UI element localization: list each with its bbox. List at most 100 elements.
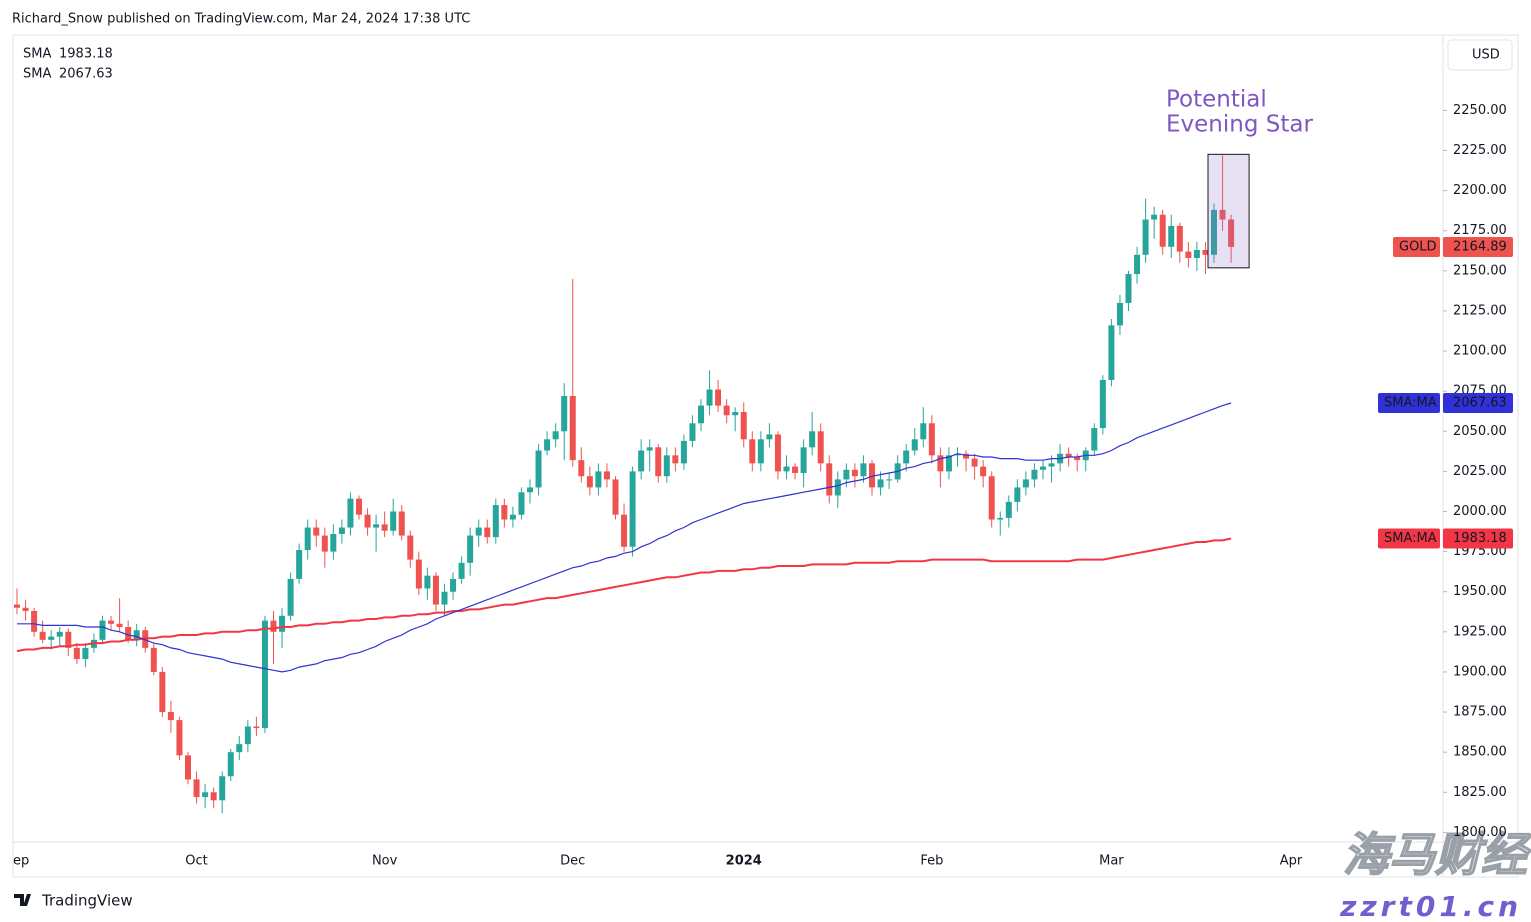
candle-body [1116, 302, 1123, 326]
candle-body [535, 450, 542, 488]
x-tick-label: Nov [372, 854, 398, 869]
candle-body [723, 405, 730, 416]
y-tick-label: 2175.00 [1453, 223, 1507, 238]
candle-body [629, 471, 636, 547]
candle-body [1040, 466, 1046, 470]
candle-body [544, 439, 551, 451]
candle-body [304, 527, 311, 551]
candle-body [997, 517, 1004, 520]
candle-body [492, 505, 499, 538]
candle-body [219, 776, 226, 801]
candle-body [552, 431, 559, 440]
candle-body [869, 463, 875, 488]
candle-body [920, 423, 927, 440]
candle-body [569, 395, 576, 461]
y-tick-label: 1800.00 [1453, 825, 1507, 840]
watermark-url: zzrt01.cn [1339, 890, 1522, 922]
candle-body [1219, 209, 1226, 220]
candle-body [347, 498, 354, 528]
y-tick-label: 2200.00 [1453, 183, 1507, 198]
y-tick-label: 1950.00 [1453, 584, 1507, 599]
candle-body [1142, 219, 1149, 255]
y-tick-label: 2125.00 [1453, 303, 1507, 318]
candle-body [356, 498, 362, 515]
candle-body [578, 460, 585, 477]
candle-body [65, 631, 72, 648]
candle-body [287, 578, 294, 616]
candle-body [800, 447, 807, 473]
y-tick-label: 2150.00 [1453, 263, 1507, 278]
candle-body [270, 620, 277, 632]
currency-button[interactable] [1447, 39, 1513, 71]
x-tick-label: Apr [1280, 854, 1303, 869]
candle-body [1014, 487, 1021, 502]
y-tick-label: 2225.00 [1453, 143, 1507, 158]
candle-body [877, 479, 884, 488]
header: Richard_Snow published on TradingView.co… [12, 12, 470, 27]
candle-body [826, 463, 833, 496]
candle-body [125, 627, 132, 640]
candle-body [373, 524, 380, 528]
price-tag-name: SMA:MA [1384, 395, 1437, 410]
candle-body [1202, 249, 1209, 255]
price-tag-value: 1983.18 [1453, 531, 1507, 546]
candle-body [1091, 428, 1098, 451]
candle-body [1065, 453, 1072, 457]
currency[interactable]: USD [1472, 48, 1500, 63]
price-tag-bg [1443, 392, 1513, 413]
candle-body [766, 434, 773, 440]
candle-body [73, 647, 80, 660]
candle-body [646, 447, 653, 451]
candle-body [475, 527, 482, 536]
candle-body [381, 524, 388, 531]
candle-body [432, 575, 439, 605]
candle-body [1211, 209, 1217, 255]
candle-body [1159, 214, 1166, 247]
candle-body [210, 792, 217, 801]
candle-body [860, 463, 867, 477]
candle-body [159, 671, 166, 713]
y-tick-label: 1825.00 [1453, 785, 1507, 800]
candle-body [39, 631, 46, 640]
price-tag-name-bg [1378, 528, 1440, 549]
candle-body [48, 636, 55, 640]
candle-body [279, 615, 286, 632]
candle-body [1193, 249, 1200, 259]
candle-body [561, 395, 568, 432]
candle-body [14, 604, 20, 608]
legend-name: SMA [23, 47, 51, 62]
candle-body [501, 505, 508, 520]
candle-body [99, 620, 106, 640]
candle-body [31, 610, 38, 632]
annotation-box [1207, 153, 1250, 269]
candle-body [843, 469, 850, 480]
candle-body [1005, 501, 1012, 518]
candle-body [484, 527, 491, 538]
candle-body [518, 492, 525, 515]
legend-value: 2067.63 [59, 67, 113, 82]
frame [12, 34, 1519, 878]
candle-body [1151, 214, 1158, 220]
plot [14, 153, 1250, 814]
candle-body [133, 630, 140, 640]
candle-body [150, 647, 157, 672]
x-tick-label: Sep [5, 854, 30, 869]
candle-body [706, 389, 713, 406]
candle-body [296, 550, 303, 579]
candle-body [467, 535, 474, 563]
price-tag-value: 2067.63 [1453, 395, 1507, 410]
x-tick-label: 2024 [726, 854, 762, 869]
candle-body [1108, 325, 1115, 380]
annotation-text: Potential [1166, 87, 1267, 113]
candle-body [663, 455, 670, 477]
candle-body [809, 431, 816, 448]
candle-body [954, 453, 961, 456]
candle-body [851, 469, 858, 477]
candle-body [398, 511, 405, 536]
candle-body [1022, 479, 1029, 488]
y-tick-label: 1850.00 [1453, 745, 1507, 760]
candle-body [911, 439, 918, 451]
